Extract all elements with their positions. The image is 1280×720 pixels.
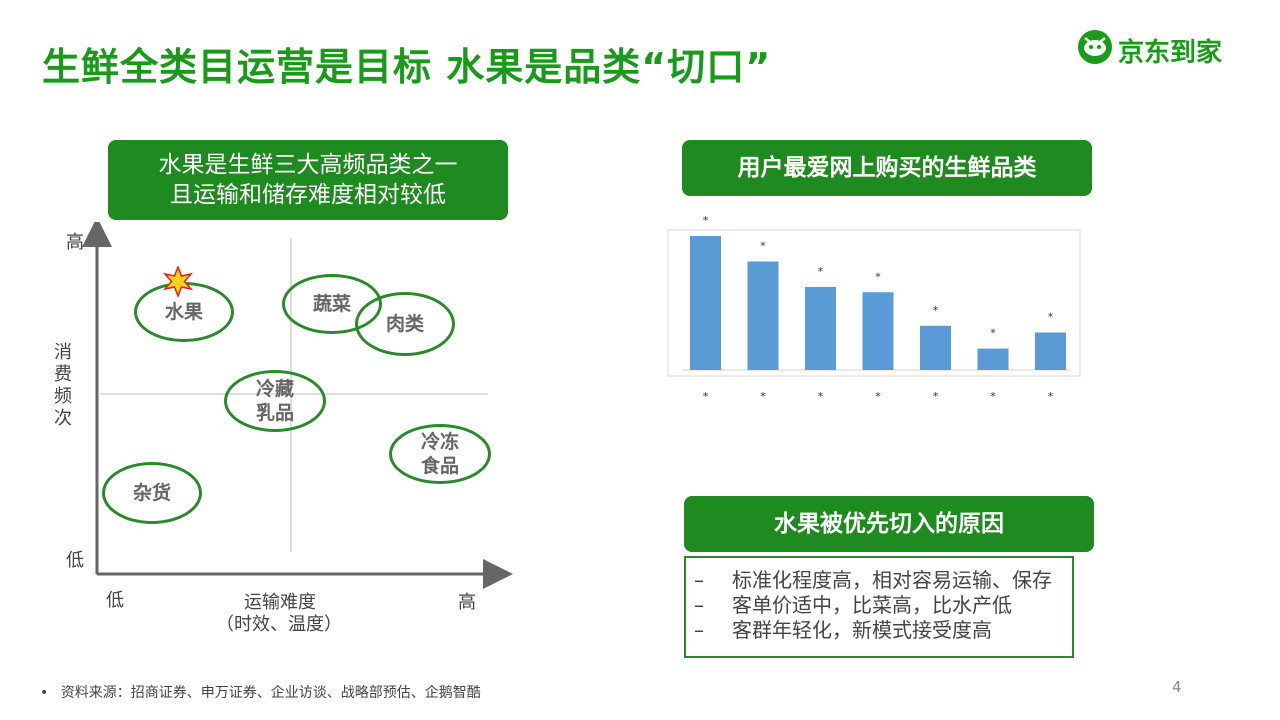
bar-value-label: * <box>990 327 996 340</box>
page-number: 4 <box>1172 678 1182 696</box>
logo-text: 京东到家 <box>1118 38 1223 68</box>
category-label: 冷冻 <box>420 431 459 453</box>
category-chilled-dairy: 冷藏 乳品 <box>224 370 326 432</box>
x-axis-high: 高 <box>458 592 476 613</box>
y-axis-low: 低 <box>66 550 84 571</box>
bar-category-label: * <box>875 390 881 403</box>
bar-value-label: * <box>760 239 766 252</box>
chart-plot-border <box>667 229 1081 377</box>
category-label: 肉类 <box>385 313 424 335</box>
page-title: 生鲜全类目运营是目标 水果是品类“切口” <box>42 45 772 89</box>
y-axis-high: 高 <box>66 232 84 253</box>
y-axis-title: 消费频次 <box>54 342 72 429</box>
reason-text: 客单价适中，比菜高，比水产低 <box>732 593 1012 617</box>
matrix-header-box: 水果是生鲜三大高频品类之一 且运输和储存难度相对较低 <box>108 140 508 220</box>
bar-category-label: * <box>1048 390 1054 403</box>
chart-bar <box>747 261 779 370</box>
reason-header-box: 水果被优先切入的原因 <box>684 496 1094 552</box>
matrix-header-line1: 水果是生鲜三大高频品类之一 <box>158 152 458 178</box>
source-text: 资料来源：招商证券、申万证券、企业访谈、战略部预估、企鹅智酷 <box>60 685 481 701</box>
matrix-header-line2: 且运输和储存难度相对较低 <box>170 182 446 208</box>
bar-value-label: * <box>875 270 881 283</box>
bar-category-label: * <box>990 390 996 403</box>
reason-list: – 标准化程度高，相对容易运输、保存 – 客单价适中，比菜高，比水产低 – 客群年轻化… <box>684 556 1074 658</box>
category-label: 蔬菜 <box>312 293 351 315</box>
brand-logo: 京东到家 <box>1076 28 1256 68</box>
bar-value-label: * <box>703 214 709 227</box>
star-icon <box>162 266 194 298</box>
category-label: 冷藏 <box>255 378 294 400</box>
bar-value-label: * <box>1048 310 1054 323</box>
reason-bullet: – <box>694 593 704 617</box>
category-label: 杂货 <box>132 482 171 504</box>
category-label: 食品 <box>420 455 459 477</box>
reason-text: 客群年轻化，新模式接受度高 <box>732 618 992 642</box>
bar-category-label: * <box>760 390 766 403</box>
reason-item: – 客单价适中，比菜高，比水产低 <box>690 593 1072 618</box>
chart-bar <box>690 236 721 370</box>
reason-item: – 客群年轻化，新模式接受度高 <box>690 618 1072 643</box>
bar-category-label: * <box>933 390 939 403</box>
reason-bullet: – <box>694 568 704 592</box>
category-meat: 肉类 <box>355 292 455 356</box>
jd-daojia-logo-icon <box>1078 30 1112 64</box>
reason-text: 标准化程度高，相对容易运输、保存 <box>732 568 1052 592</box>
category-label: 水果 <box>164 301 203 323</box>
chart-bar <box>805 286 836 370</box>
category-frozen-food: 冷冻 食品 <box>389 424 491 484</box>
category-grocery: 杂货 <box>102 462 202 524</box>
source-note: • 资料来源：招商证券、申万证券、企业访谈、战略部预估、企鹅智酷 <box>40 682 481 702</box>
x-axis-low: 低 <box>106 590 124 611</box>
x-axis-title: 运输难度 <box>244 592 316 613</box>
reason-bullet: – <box>694 618 704 642</box>
bar-value-label: * <box>818 265 824 278</box>
bar-value-label: * <box>933 304 939 317</box>
chart-bar <box>1035 332 1066 370</box>
chart-bar <box>920 325 951 370</box>
x-axis-subtitle: （时效、温度） <box>216 614 342 635</box>
reason-item: – 标准化程度高，相对容易运输、保存 <box>690 568 1072 593</box>
chart-bar <box>862 292 894 370</box>
source-bullet: • <box>40 685 49 701</box>
category-label: 乳品 <box>255 402 294 424</box>
bar-category-label: * <box>818 390 824 403</box>
bar-category-label: * <box>703 390 709 403</box>
chart-header-box: 用户最爱网上购买的生鲜品类 <box>682 140 1092 196</box>
bar-chart: * * * * * * * * * * * * * * <box>667 214 1081 403</box>
chart-bar <box>977 348 1009 370</box>
